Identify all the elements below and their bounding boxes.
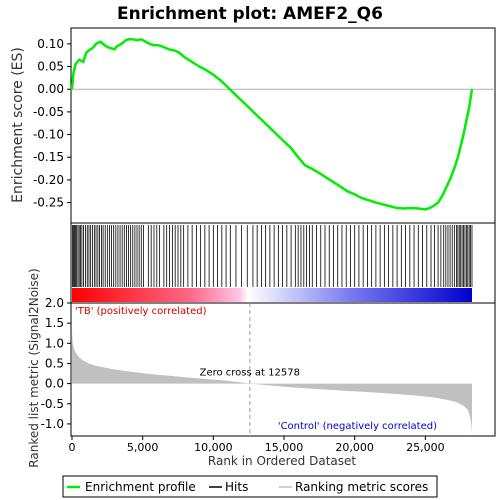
legend-metric-label: Ranking metric scores <box>295 480 428 494</box>
negative-label: 'Control' (negatively correlated) <box>278 421 437 432</box>
x-tick-label: 15,000 <box>265 441 304 454</box>
rank-x-axis: 0 5,000 10,000 15,000 20,000 25,000 <box>69 436 445 454</box>
rank-y-tick-label: -1.0 <box>41 417 64 431</box>
es-y-tick-label: -0.20 <box>33 173 64 187</box>
positive-label: 'TB' (positively correlated) <box>75 306 207 317</box>
rank-color-bar <box>72 288 472 302</box>
legend-hits-label: Hits <box>225 480 248 494</box>
chart-title: Enrichment plot: AMEF2_Q6 <box>117 4 383 24</box>
rank-y-tick-label: 1.5 <box>45 316 64 330</box>
es-panel: 0.10 0.05 0.00 -0.05 -0.10 -0.15 -0.20 -0.25 En… <box>10 28 495 223</box>
es-y-tick-label: -0.10 <box>33 128 64 142</box>
x-tick-label: 5,000 <box>127 441 159 454</box>
rank-y-tick-label: 0.5 <box>45 356 64 370</box>
rank-y-tick-label: 0.0 <box>45 377 64 391</box>
es-y-tick-label: -0.25 <box>33 196 64 210</box>
es-y-tick-label: -0.15 <box>33 150 64 164</box>
es-y-tick-label: 0.05 <box>37 60 64 74</box>
rank-y-tick-label: -0.5 <box>41 397 64 411</box>
es-plot-frame <box>71 28 495 223</box>
zero-cross-label: Zero cross at 12578 <box>200 368 300 379</box>
rank-y-axis: 2.0 1.5 1.0 0.5 0.0 -0.5 -1.0 <box>41 296 71 431</box>
es-y-axis-label: Enrichment score (ES) <box>10 47 26 203</box>
rank-y-axis-label: Ranked list metric (Signal2Noise) <box>27 268 41 467</box>
legend: Enrichment profile Hits Ranking metric s… <box>63 476 437 497</box>
es-y-tick-label: 0.10 <box>37 37 64 51</box>
es-y-tick-label: -0.05 <box>33 105 64 119</box>
x-tick-label: 0 <box>69 441 76 454</box>
es-y-tick-label: 0.00 <box>37 82 64 96</box>
x-tick-label: 10,000 <box>194 441 233 454</box>
rank-y-tick-label: 2.0 <box>45 296 64 310</box>
x-axis-label: Rank in Ordered Dataset <box>208 454 356 468</box>
x-tick-label: 25,000 <box>406 441 445 454</box>
x-tick-label: 20,000 <box>335 441 374 454</box>
es-y-axis: 0.10 0.05 0.00 -0.05 -0.10 -0.15 -0.20 -0.25 <box>33 37 71 210</box>
hits-panel <box>71 223 495 303</box>
legend-profile-label: Enrichment profile <box>85 480 196 494</box>
rank-y-tick-label: 1.0 <box>45 336 64 350</box>
